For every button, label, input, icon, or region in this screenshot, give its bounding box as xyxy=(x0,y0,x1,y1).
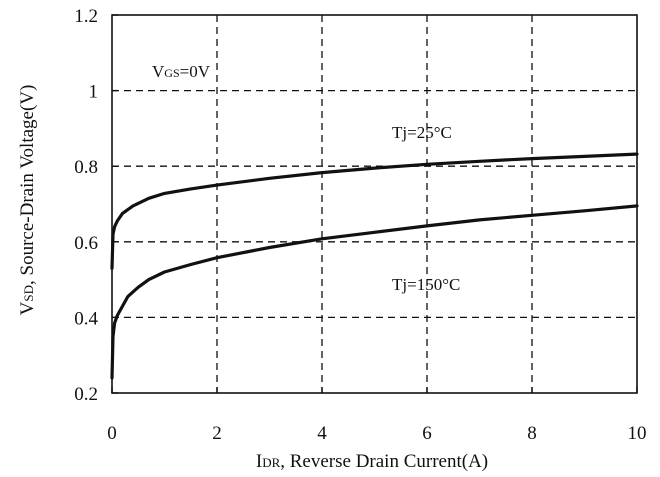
x-tick-label: 0 xyxy=(107,423,117,444)
x-tick-label: 2 xyxy=(212,423,222,444)
plot-frame xyxy=(111,14,638,394)
y-tick-label: 0.4 xyxy=(74,308,98,329)
series-line-tj25 xyxy=(110,152,639,270)
y-axis-label: VSD, Source-Drain Voltage(V) xyxy=(17,85,38,316)
x-tick-labels: 0 2 4 6 8 10 xyxy=(107,423,646,444)
x-tick-label: 8 xyxy=(527,423,537,444)
x-axis-label: IDR, Reverse Drain Current(A) xyxy=(256,451,488,472)
x-tick-label: 6 xyxy=(422,423,432,444)
x-tick-label: 4 xyxy=(317,423,327,444)
x-tick-label: 10 xyxy=(628,423,647,444)
series-label-tj150: Tj=150°C xyxy=(392,275,460,294)
y-tick-label: 0.6 xyxy=(74,233,98,254)
y-tick-label: 1 xyxy=(89,82,99,103)
series-label-tj25: Tj=25°C xyxy=(392,123,452,142)
condition-annotation: VGS=0V xyxy=(152,62,211,81)
series-line-tj150 xyxy=(110,204,639,380)
series-lines xyxy=(110,152,639,380)
y-tick-label: 0.2 xyxy=(74,384,98,405)
grid-lines xyxy=(112,15,637,393)
y-tick-label: 0.8 xyxy=(74,157,98,178)
y-tick-label: 1.2 xyxy=(74,6,98,27)
y-tick-labels: 0.2 0.4 0.6 0.8 1 1.2 xyxy=(74,6,98,405)
tick-marks xyxy=(111,14,638,394)
